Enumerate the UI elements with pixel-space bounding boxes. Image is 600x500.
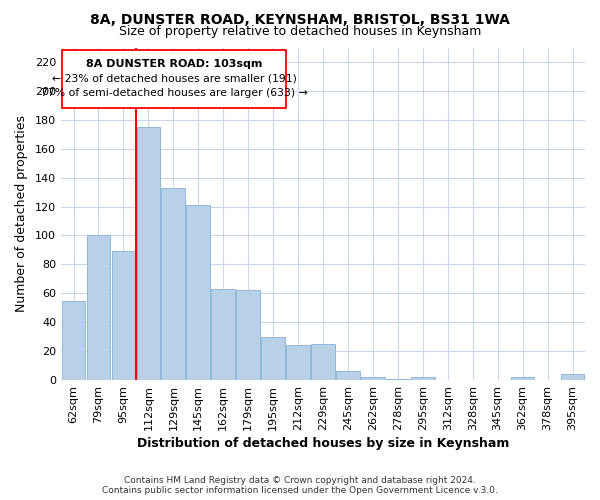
Bar (511, 377, 535, 380)
Bar (86, 236, 110, 380)
Text: 8A DUNSTER ROAD: 103sqm: 8A DUNSTER ROAD: 103sqm (86, 59, 262, 69)
Bar (261, 336, 285, 380)
Y-axis label: Number of detached properties: Number of detached properties (15, 116, 28, 312)
Text: Contains HM Land Registry data © Crown copyright and database right 2024.: Contains HM Land Registry data © Crown c… (124, 476, 476, 485)
Text: ← 23% of detached houses are smaller (191): ← 23% of detached houses are smaller (19… (52, 74, 296, 84)
Bar (236, 290, 260, 380)
Text: 8A, DUNSTER ROAD, KEYNSHAM, BRISTOL, BS31 1WA: 8A, DUNSTER ROAD, KEYNSHAM, BRISTOL, BS3… (90, 12, 510, 26)
Bar (137, 127, 160, 380)
Bar (311, 344, 335, 380)
Bar (286, 346, 310, 380)
Text: Size of property relative to detached houses in Keynsham: Size of property relative to detached ho… (119, 25, 481, 38)
X-axis label: Distribution of detached houses by size in Keynsham: Distribution of detached houses by size … (137, 437, 509, 450)
Bar (361, 377, 385, 380)
Bar (411, 377, 434, 380)
Bar (560, 374, 584, 380)
Bar (112, 252, 135, 380)
Bar (161, 188, 185, 380)
FancyBboxPatch shape (62, 50, 286, 108)
Bar (336, 372, 360, 380)
Bar (62, 300, 85, 380)
Bar (386, 378, 410, 380)
Text: Contains public sector information licensed under the Open Government Licence v.: Contains public sector information licen… (102, 486, 498, 495)
Bar (187, 205, 210, 380)
Bar (211, 289, 235, 380)
Text: 77% of semi-detached houses are larger (633) →: 77% of semi-detached houses are larger (… (41, 88, 307, 98)
